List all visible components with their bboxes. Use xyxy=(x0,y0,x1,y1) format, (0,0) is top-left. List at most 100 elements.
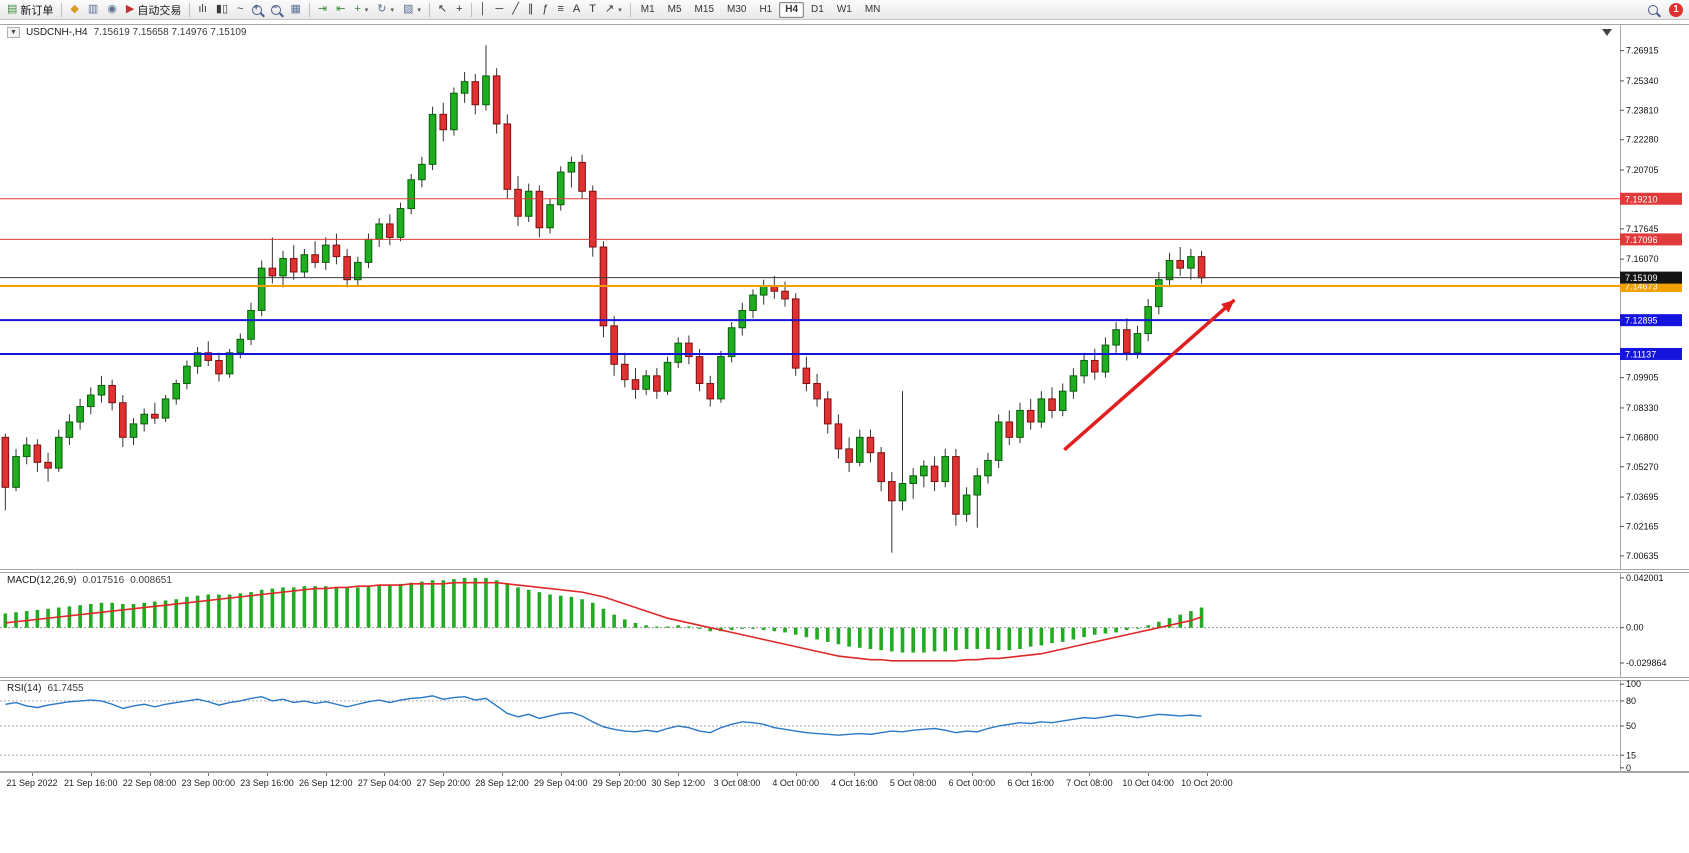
profiles-dropdown[interactable]: ↻ ▾ xyxy=(373,1,398,18)
auto-scroll-icon[interactable]: ⇥ xyxy=(314,1,331,18)
macd-panel[interactable]: 0.042001 0.00 -0.029864 MACD(12,26,9) 0.01… xyxy=(0,572,1689,678)
market-watch-icon[interactable]: ▥ xyxy=(84,1,102,18)
time-tick xyxy=(1206,773,1208,776)
timeframe-m5[interactable]: M5 xyxy=(662,2,688,18)
time-tick xyxy=(443,773,445,776)
alerts-icon[interactable]: ◉ xyxy=(103,1,121,18)
cursor-icon: ↖ xyxy=(437,3,448,15)
new-order-button-label: 新订单 xyxy=(20,4,54,17)
timeframe-m30[interactable]: M30 xyxy=(721,2,752,18)
price-scale[interactable]: 0.042001 0.00 -0.029864 xyxy=(1620,573,1667,668)
time-tick xyxy=(501,773,503,776)
price-scale[interactable]: 7.26915 7.25340 7.23810 7.22280 7.20705 7.176… xyxy=(1620,46,1659,561)
svg-text:7.25340: 7.25340 xyxy=(1626,76,1659,86)
chart-symbol: USDCNH-,H4 xyxy=(25,27,88,38)
price-tag: 7.19210 xyxy=(1620,192,1682,205)
timeframe-d1[interactable]: D1 xyxy=(805,2,830,18)
new-chart-dropdown[interactable]: + ▾ xyxy=(350,1,372,18)
svg-text:7.05270: 7.05270 xyxy=(1626,462,1659,472)
macd-signal-line xyxy=(5,581,1202,662)
svg-text:7.11137: 7.11137 xyxy=(1625,349,1656,359)
svg-text:7.17645: 7.17645 xyxy=(1626,224,1659,234)
notification-badge[interactable]: 1 xyxy=(1669,2,1683,17)
timeframe-w1[interactable]: W1 xyxy=(831,2,858,18)
time-label: 28 Sep 12:00 xyxy=(475,778,529,788)
candles-layer xyxy=(1,45,1206,553)
text-label-icon[interactable]: T xyxy=(585,1,600,18)
zoom-in-icon[interactable]: + xyxy=(248,1,266,18)
macd-name: MACD(12,26,9) xyxy=(7,575,77,586)
time-tick xyxy=(678,773,680,776)
timeframe-m1[interactable]: M1 xyxy=(635,2,661,18)
chart-shift-icon[interactable]: ⇤ xyxy=(332,1,349,18)
time-tick xyxy=(1030,773,1032,776)
tile-windows-icon: ▦ xyxy=(290,3,301,15)
chart-shift-marker[interactable] xyxy=(1602,29,1612,36)
tile-windows-icon[interactable]: ▦ xyxy=(286,1,304,18)
auto-trading-button[interactable]: ▶ 自动交易 xyxy=(122,1,185,18)
time-label: 10 Oct 04:00 xyxy=(1122,778,1174,788)
trend-arrow-object[interactable] xyxy=(1063,298,1236,452)
svg-text:7.08330: 7.08330 xyxy=(1626,403,1659,413)
svg-text:7.12895: 7.12895 xyxy=(1625,316,1658,326)
time-label: 6 Oct 16:00 xyxy=(1007,778,1054,788)
time-label: 7 Oct 08:00 xyxy=(1066,778,1113,788)
line-chart-icon[interactable]: ~ xyxy=(233,1,247,18)
vertical-line-icon[interactable]: │ xyxy=(476,1,491,18)
cursor-icon[interactable]: ↖ xyxy=(434,1,451,18)
search-button[interactable] xyxy=(1644,1,1662,18)
rsi-label: RSI(14) 61.7455 xyxy=(7,683,84,694)
toolbar-separator xyxy=(61,2,63,17)
rsi-canvas[interactable]: 100 80 50 15 0 xyxy=(0,680,1689,772)
svg-text:15: 15 xyxy=(1626,750,1636,760)
text-icon[interactable]: A xyxy=(569,1,584,18)
svg-text:0: 0 xyxy=(1626,763,1631,772)
time-label: 6 Oct 00:00 xyxy=(948,778,996,788)
chevron-down-icon: ▾ xyxy=(618,6,622,14)
main-chart-canvas[interactable]: 7.192107.170967.146737.128957.111377.269… xyxy=(0,24,1689,570)
svg-text:0.042001: 0.042001 xyxy=(1626,573,1664,583)
time-tick xyxy=(854,773,856,776)
arrow-objects-dropdown[interactable]: ↗ ▾ xyxy=(601,1,626,18)
shapes-icon[interactable]: ≡ xyxy=(554,1,568,18)
zoom-out-icon[interactable]: − xyxy=(267,1,285,18)
horizontal-line-icon[interactable]: ─ xyxy=(491,1,507,18)
channel-icon[interactable]: ∥ xyxy=(524,1,538,18)
macd-label: MACD(12,26,9) 0.017516 0.008651 xyxy=(7,575,172,586)
timeframe-h1[interactable]: H1 xyxy=(753,2,778,18)
rsi-name: RSI(14) xyxy=(7,683,42,694)
time-label: 27 Sep 04:00 xyxy=(357,778,412,788)
new-order-button[interactable]: ▤ 新订单 xyxy=(3,1,57,18)
svg-text:100: 100 xyxy=(1626,680,1641,689)
market-watch-icon: ▥ xyxy=(87,3,99,15)
time-axis[interactable]: 21 Sep 2022 21 Sep 16:00 22 Sep 08:00 23 Se… xyxy=(0,772,1689,793)
macd-canvas[interactable]: 0.042001 0.00 -0.029864 xyxy=(0,572,1689,678)
svg-text:7.02165: 7.02165 xyxy=(1626,521,1659,531)
time-tick xyxy=(913,773,915,776)
rsi-panel[interactable]: 100 80 50 15 0 RSI(14) 61.7455 xyxy=(0,680,1689,772)
fibonacci-icon[interactable]: ƒ xyxy=(538,1,552,18)
time-label: 29 Sep 20:00 xyxy=(592,778,647,788)
template-dropdown: ▧ xyxy=(403,3,414,15)
price-scale[interactable]: 100 80 50 15 0 xyxy=(1620,680,1641,772)
toolbar-separator xyxy=(629,2,631,17)
zoom-out-glass: − xyxy=(271,2,282,15)
template-dropdown[interactable]: ▧ ▾ xyxy=(399,1,425,18)
timeframe-m15[interactable]: M15 xyxy=(689,2,720,18)
trendline-icon[interactable]: ╱ xyxy=(508,1,523,18)
timeframe-h4[interactable]: H4 xyxy=(779,1,805,18)
shapes-icon: ≡ xyxy=(557,3,564,15)
time-tick xyxy=(1148,773,1150,776)
bar-chart-icon[interactable]: ılı xyxy=(194,1,211,18)
symbol-dropdown-icon[interactable]: ▼ xyxy=(7,27,20,38)
hammer-icon[interactable]: ◆ xyxy=(66,1,82,18)
time-label: 21 Sep 16:00 xyxy=(64,778,118,788)
candlestick-chart-icon[interactable]: ▮▯ xyxy=(212,1,232,18)
timeframe-mn[interactable]: MN xyxy=(859,2,887,18)
main-chart-panel[interactable]: 7.19210 7.17096 7.14673 7.12895 7.11137 7.269… xyxy=(0,24,1689,570)
channel-icon: ∥ xyxy=(527,3,534,15)
crosshair-icon[interactable]: + xyxy=(452,1,466,18)
time-tick xyxy=(560,773,562,776)
price-tag: 7.17096 xyxy=(1620,233,1682,246)
svg-text:7.22280: 7.22280 xyxy=(1626,135,1659,145)
